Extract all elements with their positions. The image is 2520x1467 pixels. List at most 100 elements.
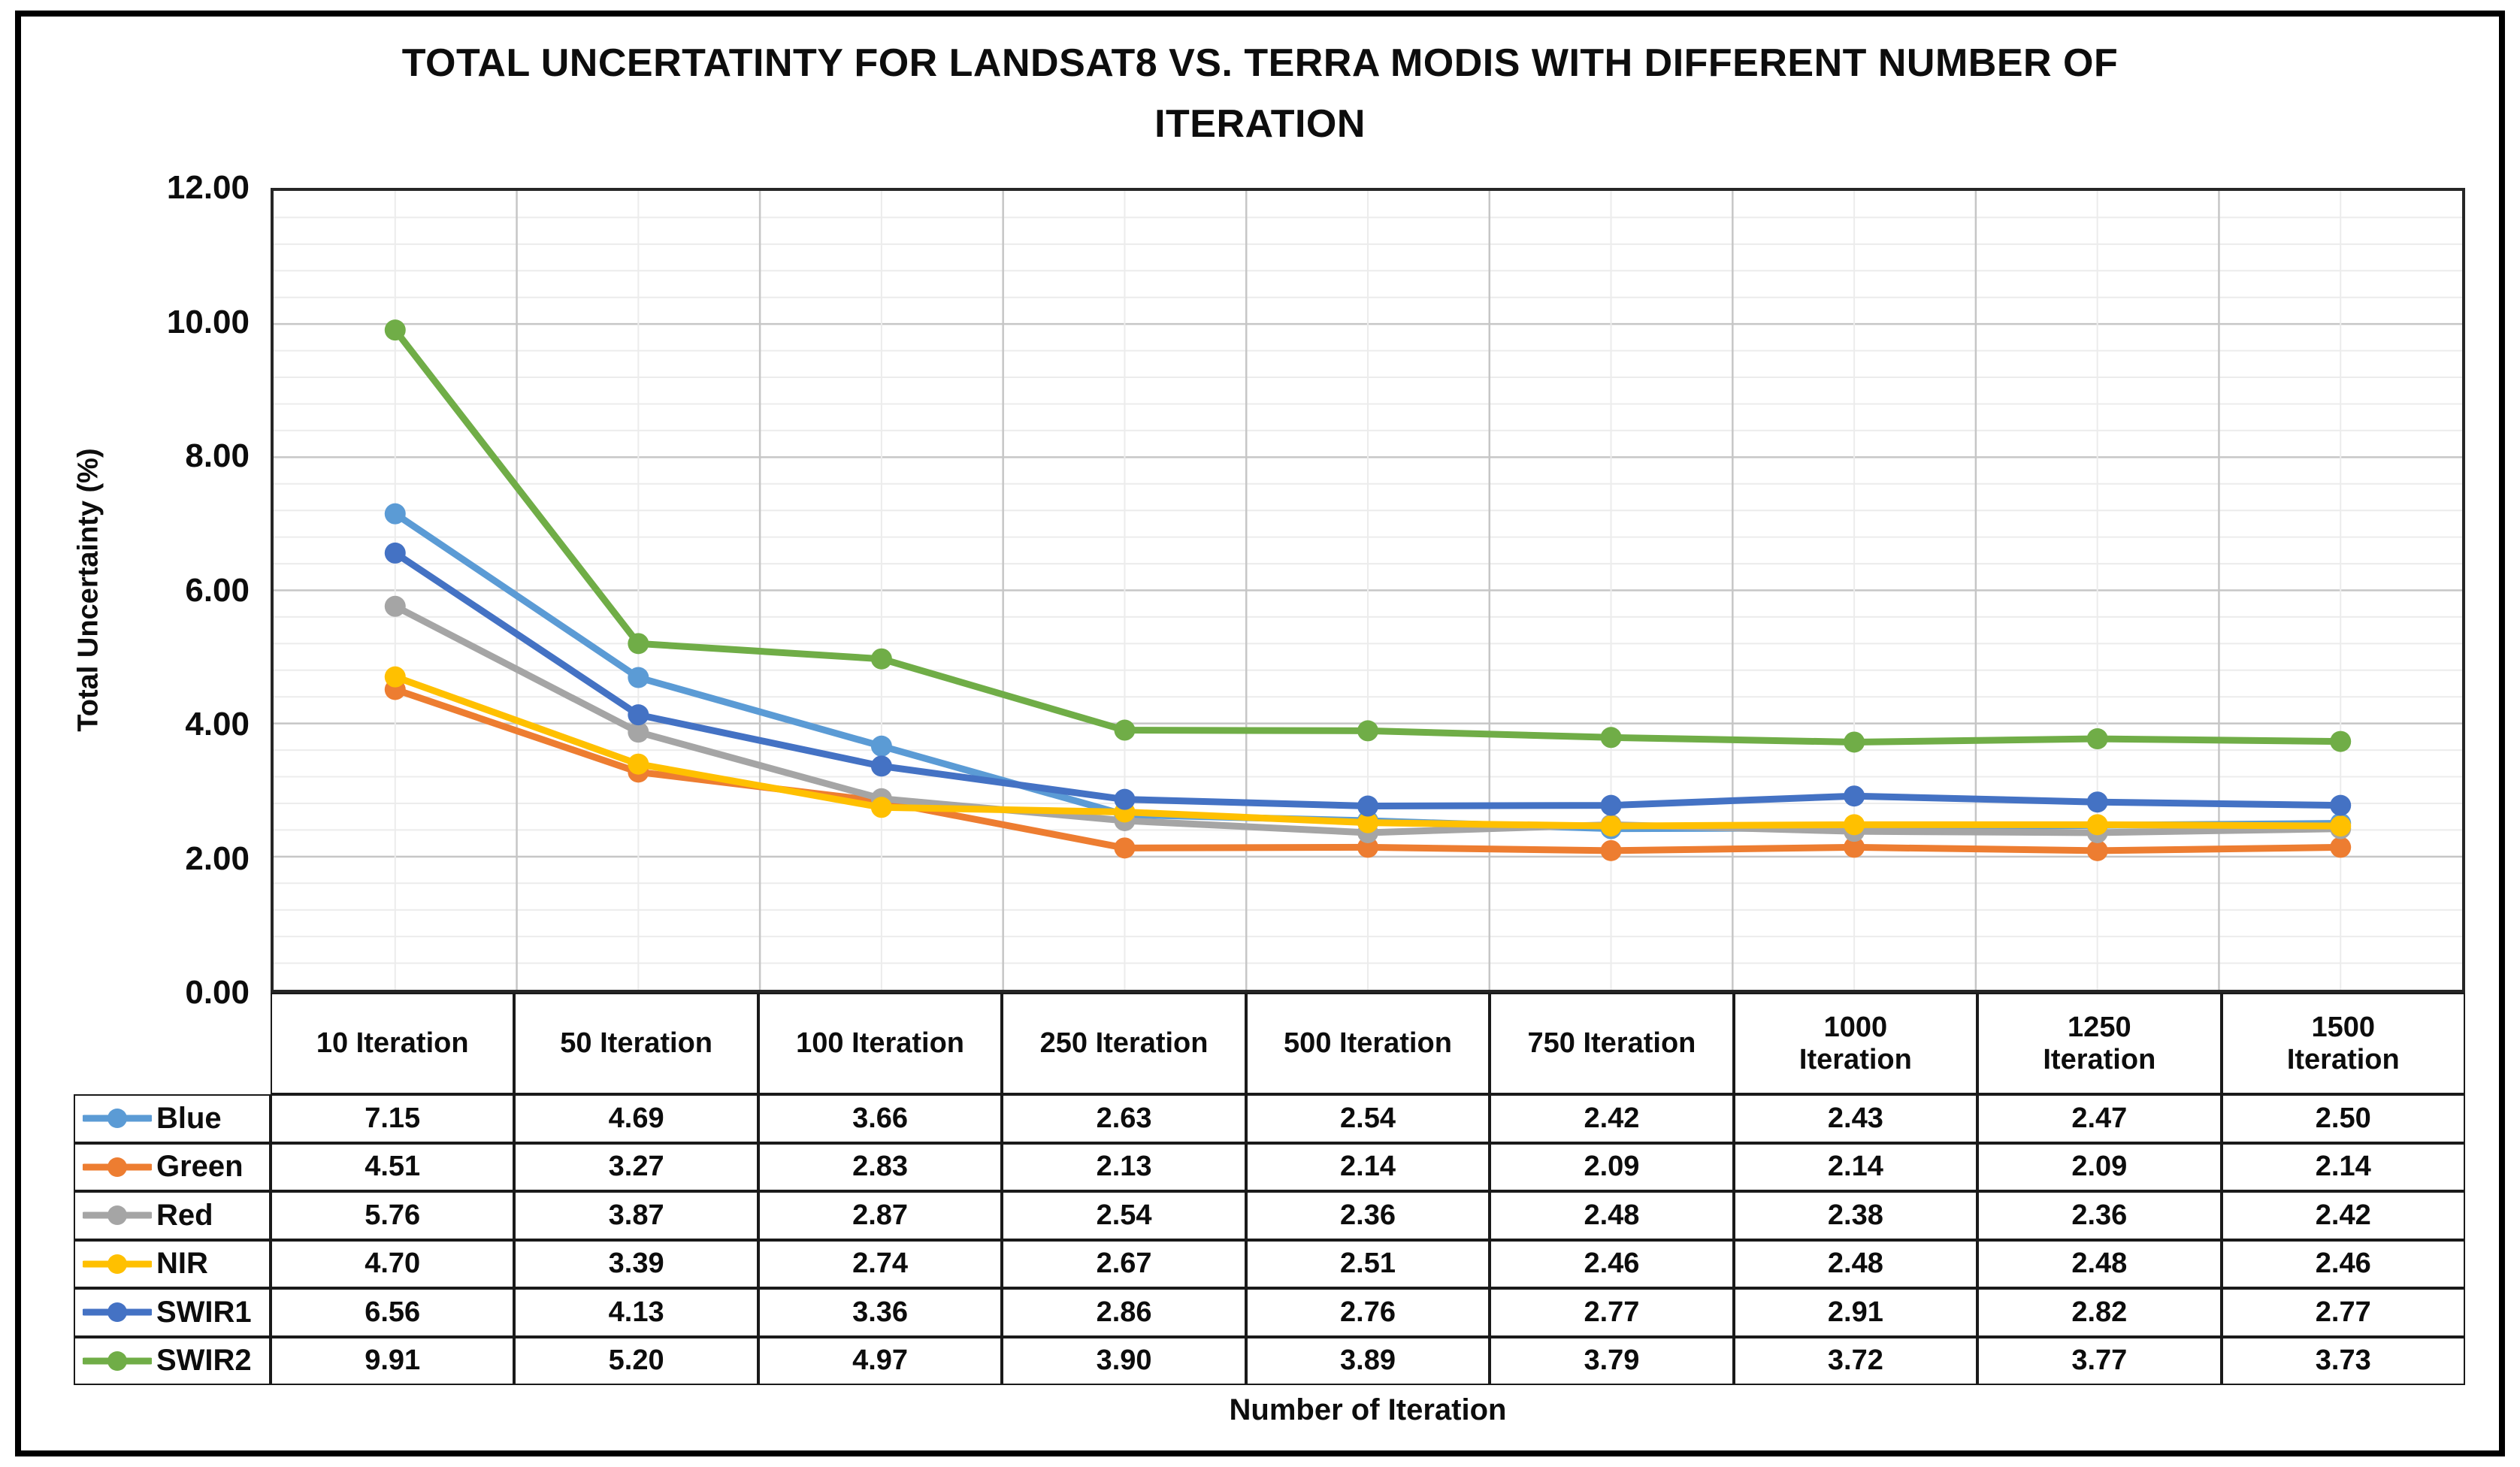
data-point-swir2 [1844,731,1865,753]
data-point-swir1 [384,542,406,564]
y-tick-label: 6.00 [185,571,250,609]
table-value-cell: 2.54 [1245,1094,1490,1143]
legend-label: SWIR1 [156,1295,252,1329]
data-point-swir1 [1600,794,1622,816]
y-tick-label: 8.00 [185,437,250,474]
table-value-cell: 2.86 [1002,1288,1246,1337]
table-value-cell: 3.77 [1977,1336,2222,1385]
data-point-nir [384,666,406,688]
table-value-cell: 2.09 [1490,1142,1734,1191]
table-value-cell: 2.87 [758,1191,1003,1240]
table-value-cell: 3.72 [1733,1336,1978,1385]
table-value-cell: 2.13 [1002,1142,1246,1191]
legend-line-marker-icon [83,1205,152,1226]
data-point-nir [870,797,892,818]
column-header: 750 Iteration [1490,993,1734,1094]
column-header: 250 Iteration [1002,993,1246,1094]
data-point-nir [1844,814,1865,836]
x-axis-title: Number of Iteration [1229,1393,1507,1426]
table-value-cell: 2.67 [1002,1239,1246,1288]
table-value-cell: 2.46 [2221,1239,2465,1288]
table-value-cell: 2.14 [2221,1142,2465,1191]
table-value-cell: 2.83 [758,1142,1003,1191]
data-point-nir [2330,815,2352,837]
data-point-nir [1357,812,1378,833]
legend-cell-red: Red [74,1191,271,1240]
table-value-cell: 2.91 [1733,1288,1978,1337]
legend-cell-green: Green [74,1142,271,1191]
table-value-cell: 4.69 [514,1094,758,1143]
y-tick-label: 10.00 [166,303,250,340]
table-value-cell: 3.27 [514,1142,758,1191]
data-point-swir1 [2330,794,2352,816]
table-value-cell: 2.36 [1977,1191,2222,1240]
column-header: 100 Iteration [758,993,1003,1094]
table-value-cell: 3.39 [514,1239,758,1288]
column-header: 1500 Iteration [2221,993,2465,1094]
table-value-cell: 2.36 [1245,1191,1490,1240]
data-point-swir2 [1600,727,1622,749]
data-point-blue [384,503,406,525]
data-point-green [1357,836,1378,858]
table-value-cell: 3.36 [758,1288,1003,1337]
table-value-cell: 2.48 [1490,1191,1734,1240]
column-header-label: 250 Iteration [1039,1027,1209,1060]
data-point-swir2 [870,648,892,670]
column-header-label: 1250 Iteration [2043,1011,2156,1075]
data-point-blue [628,667,649,688]
legend-cell-blue: Blue [74,1094,271,1143]
data-point-swir2 [628,633,649,655]
legend-label: Blue [156,1101,222,1135]
legend-line-marker-icon [83,1157,152,1177]
legend-cell-swir1: SWIR1 [74,1288,271,1337]
table-value-cell: 3.66 [758,1094,1003,1143]
table-value-cell: 3.90 [1002,1336,1246,1385]
y-tick-label: 12.00 [166,169,250,206]
column-header-label: 100 Iteration [796,1027,965,1060]
column-header: 10 Iteration [271,993,515,1094]
column-header-label: 500 Iteration [1284,1027,1452,1060]
line-chart-svg [274,191,2462,990]
data-point-swir1 [628,704,649,726]
table-value-cell: 2.43 [1733,1094,1978,1143]
chart-title-line1: TOTAL UNCERTATINTY FOR LANDSAT8 VS. TERR… [401,41,2119,85]
table-value-cell: 2.14 [1733,1142,1978,1191]
legend-line-marker-icon [83,1302,152,1323]
data-point-swir1 [1114,788,1136,810]
legend-label: SWIR2 [156,1344,252,1378]
data-point-swir2 [2086,728,2108,750]
data-point-swir1 [2086,791,2108,813]
legend-cell-swir2: SWIR2 [74,1336,271,1385]
data-point-blue [870,735,892,757]
table-value-cell: 2.54 [1002,1191,1246,1240]
legend-label: NIR [156,1247,208,1281]
legend-line-marker-icon [83,1109,152,1129]
data-point-nir [628,753,649,775]
column-header: 1000 Iteration [1733,993,1978,1094]
table-value-cell: 5.76 [271,1191,515,1240]
table-value-cell: 9.91 [271,1336,515,1385]
legend-label: Green [156,1150,244,1184]
column-header-label: 50 Iteration [560,1027,713,1060]
table-value-cell: 6.56 [271,1288,515,1337]
column-header: 1250 Iteration [1977,993,2222,1094]
table-value-cell: 2.63 [1002,1094,1246,1143]
data-point-green [1114,837,1136,859]
legend-line-marker-icon [83,1254,152,1274]
data-point-green [1844,836,1865,858]
table-value-cell: 2.74 [758,1239,1003,1288]
data-point-green [2086,839,2108,861]
column-header-label: 1000 Iteration [1798,1011,1912,1075]
column-header: 500 Iteration [1245,993,1490,1094]
data-point-nir [1600,815,1622,837]
table-value-cell: 4.51 [271,1142,515,1191]
y-axis-title: Total Uncertainty (%) [72,448,104,732]
data-point-swir2 [2330,730,2352,752]
column-header-label: 10 Iteration [316,1027,469,1060]
table-value-cell: 2.82 [1977,1288,2222,1337]
table-value-cell: 2.47 [1977,1094,2222,1143]
legend-cell-nir: NIR [74,1239,271,1288]
chart-title-line2: ITERATION [1154,101,1366,146]
legend-line-marker-icon [83,1351,152,1371]
